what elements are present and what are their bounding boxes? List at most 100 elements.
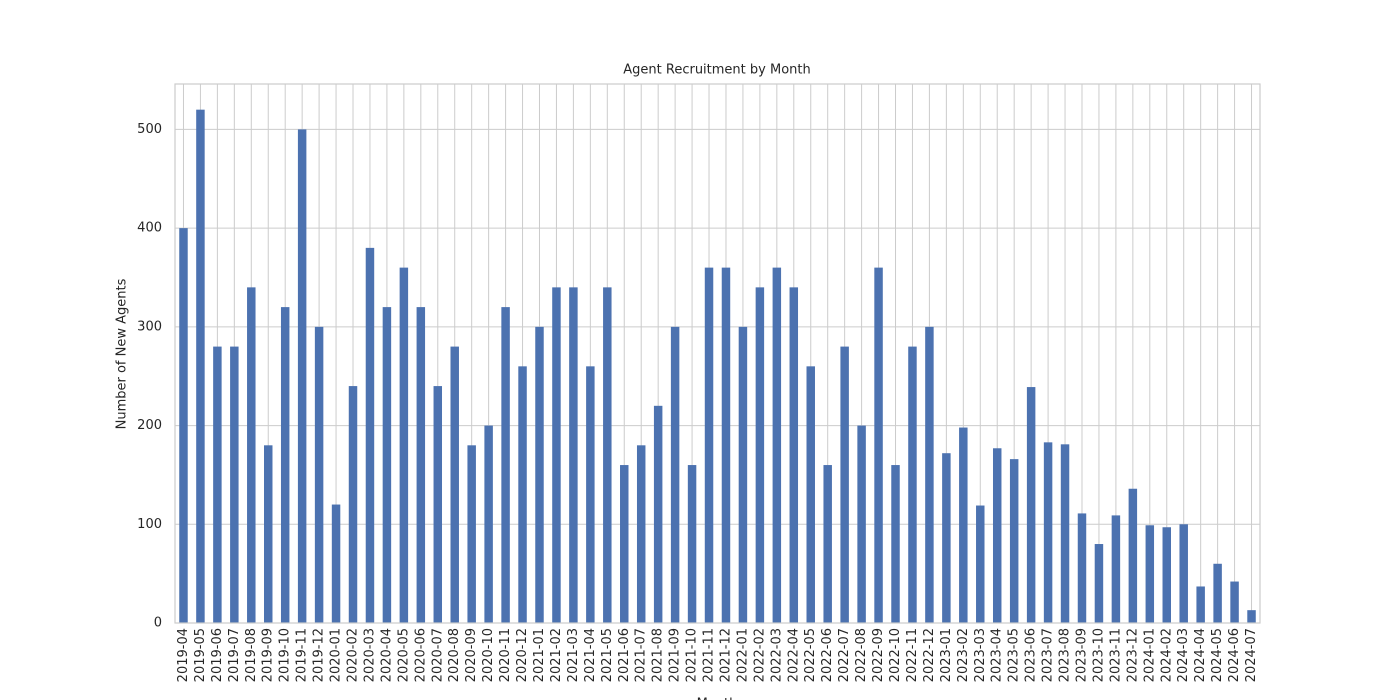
bar [450, 346, 459, 623]
bar [823, 465, 832, 623]
x-tick-label: 2020-03 [362, 628, 377, 682]
bar [1043, 442, 1053, 623]
y-tick-label: 500 [137, 122, 162, 137]
bar [908, 346, 917, 623]
x-tick-label: 2021-07 [634, 628, 649, 682]
bar [840, 346, 849, 623]
x-tick-label: 2024-07 [1244, 628, 1259, 682]
bar [1196, 586, 1205, 623]
x-tick-label: 2022-07 [837, 628, 852, 682]
y-tick-label: 200 [137, 418, 162, 433]
bar [942, 453, 951, 623]
bar [789, 287, 799, 623]
x-tick-label: 2022-06 [820, 628, 835, 682]
bar [1145, 525, 1155, 623]
bar [179, 228, 188, 623]
x-tick-label: 2022-11 [905, 628, 920, 682]
x-tick-label: 2023-11 [1108, 628, 1123, 682]
bar [891, 465, 900, 623]
bar [738, 326, 748, 623]
bar [280, 307, 290, 623]
bar [806, 366, 815, 623]
bar [569, 287, 578, 623]
bar [603, 287, 612, 623]
x-tick-label: 2023-01 [939, 628, 954, 682]
bar [433, 386, 443, 623]
bar [1162, 527, 1171, 623]
bar [653, 405, 663, 623]
bar [755, 287, 765, 623]
bar [484, 425, 493, 623]
bar [687, 465, 697, 623]
x-tick-label: 2023-03 [973, 628, 988, 682]
bar [925, 326, 934, 623]
bar [670, 326, 680, 623]
x-tick-label: 2023-04 [990, 628, 1005, 682]
x-tick-label: 2022-01 [735, 628, 750, 682]
bar [416, 307, 426, 623]
bar [1094, 544, 1104, 623]
x-tick-label: 2023-07 [1041, 628, 1056, 682]
x-tick-label: 2022-08 [854, 628, 869, 682]
y-tick-label: 300 [137, 319, 162, 334]
bar [331, 504, 341, 623]
bar [976, 505, 985, 623]
x-tick-label: 2021-12 [718, 628, 733, 682]
bar [1026, 387, 1036, 623]
x-tick-label: 2021-09 [668, 628, 683, 682]
bar [874, 267, 883, 623]
x-tick-label: 2019-07 [227, 628, 242, 682]
y-axis-label: Number of New Agents [115, 278, 130, 429]
x-tick-label: 2020-06 [413, 628, 428, 682]
x-tick-label: 2019-06 [210, 628, 225, 682]
bar [959, 427, 968, 623]
bar [297, 129, 307, 623]
x-tick-label: 2022-12 [922, 628, 937, 682]
bar [704, 267, 714, 623]
x-tick-label: 2024-03 [1176, 628, 1191, 682]
bar [1247, 610, 1256, 623]
bar [535, 326, 544, 623]
bar [1077, 513, 1087, 623]
x-tick-label: 2021-01 [532, 628, 547, 682]
bar [348, 386, 358, 623]
x-tick-label: 2022-03 [769, 628, 784, 682]
x-tick-label: 2020-04 [379, 628, 394, 682]
bar [213, 346, 222, 623]
x-tick-label: 2023-02 [956, 628, 971, 682]
x-tick-label: 2021-11 [702, 628, 717, 682]
bar [1179, 524, 1188, 623]
x-tick-label: 2023-08 [1058, 628, 1073, 682]
bar [1128, 488, 1138, 623]
x-tick-label: 2022-04 [786, 628, 801, 682]
x-tick-label: 2019-12 [312, 628, 327, 682]
x-tick-label: 2022-02 [752, 628, 767, 682]
x-tick-label: 2024-05 [1210, 628, 1225, 682]
plot-frame [174, 83, 1261, 624]
x-axis-label: Month [697, 697, 738, 700]
x-tick-label: 2024-02 [1159, 628, 1174, 682]
x-tick-label: 2021-10 [685, 628, 700, 682]
bar [1009, 459, 1019, 623]
chart-title: Agent Recruitment by Month [623, 63, 810, 78]
bar [1213, 563, 1222, 623]
x-tick-label: 2021-06 [617, 628, 632, 682]
bar [636, 445, 646, 623]
bar [230, 346, 239, 623]
x-tick-label: 2021-02 [549, 628, 564, 682]
x-tick-label: 2021-04 [583, 628, 598, 682]
x-tick-label: 2024-04 [1193, 628, 1208, 682]
bar [382, 307, 392, 623]
x-tick-label: 2021-03 [566, 628, 581, 682]
x-tick-label: 2023-09 [1074, 628, 1089, 682]
x-tick-label: 2019-11 [295, 628, 310, 682]
x-tick-label: 2023-10 [1091, 628, 1106, 682]
bar [264, 445, 273, 623]
x-tick-label: 2022-09 [871, 628, 886, 682]
bar [1230, 581, 1239, 623]
bar [247, 287, 256, 623]
bar [518, 366, 527, 623]
x-tick-label: 2019-04 [176, 628, 191, 682]
x-tick-label: 2019-05 [193, 628, 208, 682]
